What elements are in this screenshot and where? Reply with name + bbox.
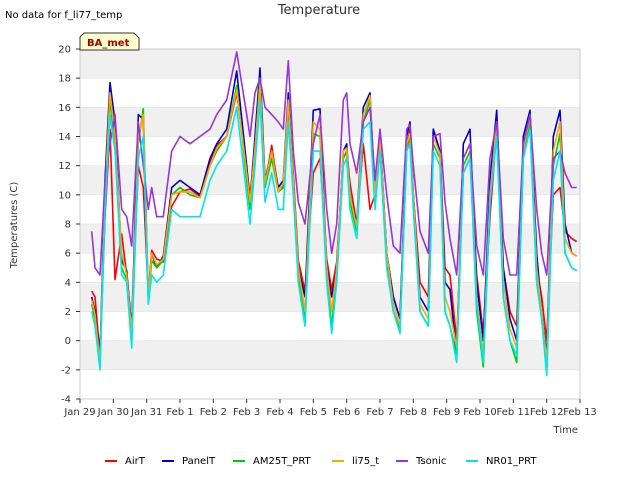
legend-label: AM25T_PRT (253, 456, 312, 467)
y-tick-label: -4 (61, 395, 71, 406)
x-tick-label: Feb 6 (333, 407, 360, 418)
y-tick-label: 2 (65, 307, 71, 318)
legend-label: Tsonic (415, 456, 446, 467)
y-axis-ticks: -4 -2 0 2 4 6 8 10 12 14 16 18 20 (58, 45, 80, 406)
legend-item-tsonic: Tsonic (396, 456, 446, 467)
plot-background-bands (80, 48, 580, 400)
band (80, 165, 580, 195)
x-tick-label: Feb 8 (400, 407, 427, 418)
x-tick-label: Feb 9 (433, 407, 460, 418)
y-tick-label: 18 (58, 74, 71, 85)
x-tick-label: Feb 5 (300, 407, 327, 418)
legend-label: NR01_PRT (486, 456, 537, 467)
band (80, 340, 580, 370)
legend-label: li75_t (352, 456, 379, 467)
series-line-tsonic (90, 51, 577, 276)
band (80, 136, 580, 166)
band (80, 369, 580, 399)
legend-item-panelt: PanelT (162, 456, 216, 467)
legend-item-nr01_prt: NR01_PRT (466, 456, 537, 467)
x-axis-label: Time (553, 425, 578, 436)
x-tick-label: Jan 29 (63, 407, 95, 418)
y-axis-label: Temperatures (C) (9, 182, 20, 270)
badge-shape (79, 32, 140, 51)
legend-label: PanelT (182, 456, 216, 467)
series-line-nr01_prt (90, 99, 578, 377)
x-tick-label: Feb 3 (233, 407, 260, 418)
x-tick-label: Feb 7 (366, 407, 393, 418)
x-tick-label: Feb 2 (200, 407, 227, 418)
band (80, 107, 580, 137)
no-data-note: No data for f_li77_temp (5, 10, 122, 21)
y-tick-label: 14 (58, 132, 71, 143)
legend-item-li75_t: li75_t (332, 456, 379, 467)
y-tick-label: 0 (65, 336, 71, 347)
badge-label: BA_met (87, 38, 130, 49)
legend-label: AirT (125, 456, 146, 467)
chart-title: Temperature (277, 3, 360, 18)
x-tick-label: Feb 4 (266, 407, 293, 418)
x-tick-label: Feb 13 (563, 407, 597, 418)
legend: AirT PanelT AM25T_PRT li75_t Tsonic NR01_PRT (105, 456, 537, 467)
y-tick-label: 20 (58, 45, 71, 56)
y-tick-label: 16 (58, 103, 71, 114)
legend-item-am25t_prt: AM25T_PRT (233, 456, 312, 467)
x-tick-label: Feb 10 (463, 407, 497, 418)
x-tick-label: Feb 1 (166, 407, 193, 418)
station-badge: BA_met (79, 32, 140, 51)
y-tick-label: 10 (58, 190, 71, 201)
x-tick-label: Feb 11 (497, 407, 531, 418)
band (80, 194, 580, 224)
legend-item-airt: AirT (105, 456, 146, 467)
x-axis-ticks: Jan 29 Jan 30 Jan 31 Feb 1 Feb 2 Feb 3 Feb 4 Fe… (63, 399, 597, 418)
y-tick-label: 4 (65, 278, 71, 289)
x-tick-label: Jan 31 (130, 407, 162, 418)
x-tick-label: Feb 12 (530, 407, 564, 418)
series-line-li75_t (90, 84, 578, 364)
y-tick-label: -2 (61, 365, 71, 376)
band (80, 78, 580, 108)
y-tick-label: 8 (65, 220, 71, 231)
series-lines (90, 51, 578, 377)
y-tick-label: 6 (65, 249, 71, 260)
band (80, 49, 580, 79)
x-tick-label: Jan 30 (97, 407, 129, 418)
y-tick-label: 12 (58, 161, 71, 172)
